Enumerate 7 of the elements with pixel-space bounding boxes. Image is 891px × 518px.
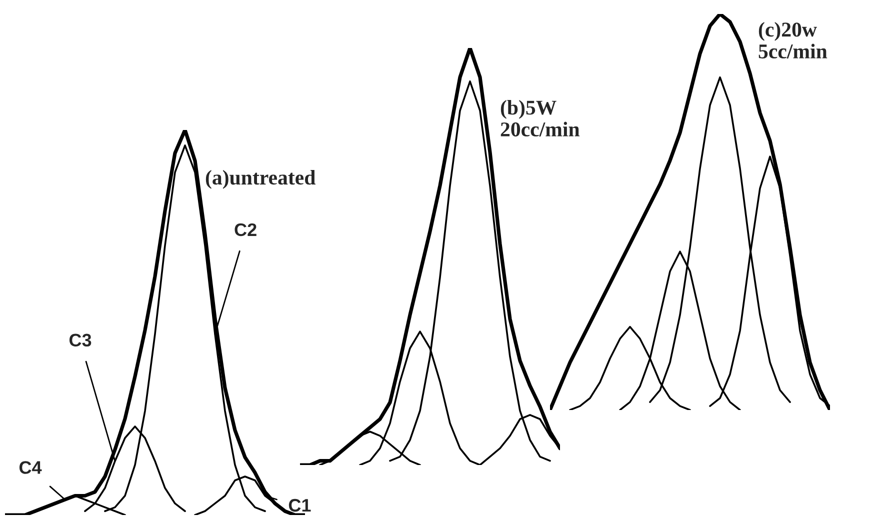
series-label: C2 bbox=[234, 223, 256, 236]
legend-label: C1 bbox=[288, 498, 311, 512]
text: (a)untreated bbox=[206, 170, 316, 189]
series-label: C4 bbox=[19, 461, 42, 474]
text: (b)5W 20cc/min bbox=[500, 100, 580, 136]
text: C3 bbox=[69, 334, 92, 347]
text: (c)20w 5cc/min bbox=[758, 22, 828, 58]
